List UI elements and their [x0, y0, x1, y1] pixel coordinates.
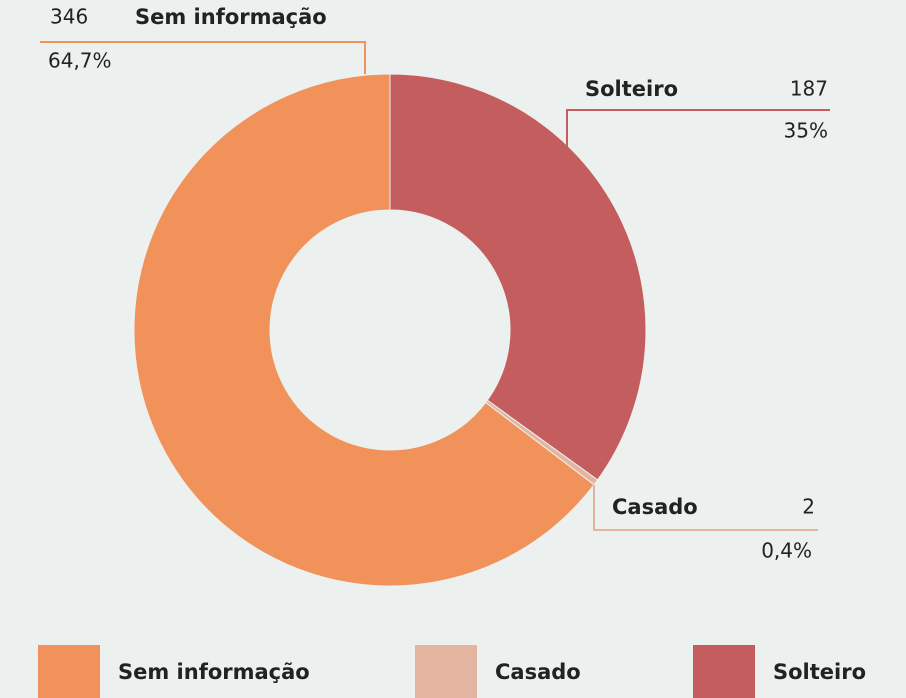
label-percent: 64,7% — [48, 49, 112, 73]
legend-label: Solteiro — [773, 660, 866, 684]
leader-line — [566, 109, 830, 148]
label-name: Solteiro — [585, 77, 678, 101]
label-name: Casado — [612, 495, 698, 519]
label-percent: 0,4% — [761, 539, 812, 563]
label-value: 346 — [50, 5, 88, 29]
label-value: 2 — [802, 495, 815, 519]
legend-label: Casado — [495, 660, 581, 684]
label-value: 187 — [790, 77, 828, 101]
legend-swatch — [415, 645, 477, 698]
label-percent: 35% — [784, 119, 828, 143]
legend-label: Sem informação — [118, 660, 310, 684]
donut-slice — [389, 73, 647, 481]
leader-line — [40, 41, 366, 74]
donut-slice — [133, 73, 595, 587]
legend-swatch — [38, 645, 100, 698]
label-name: Sem informação — [135, 5, 327, 29]
legend-swatch — [693, 645, 755, 698]
leader-line — [593, 485, 818, 531]
